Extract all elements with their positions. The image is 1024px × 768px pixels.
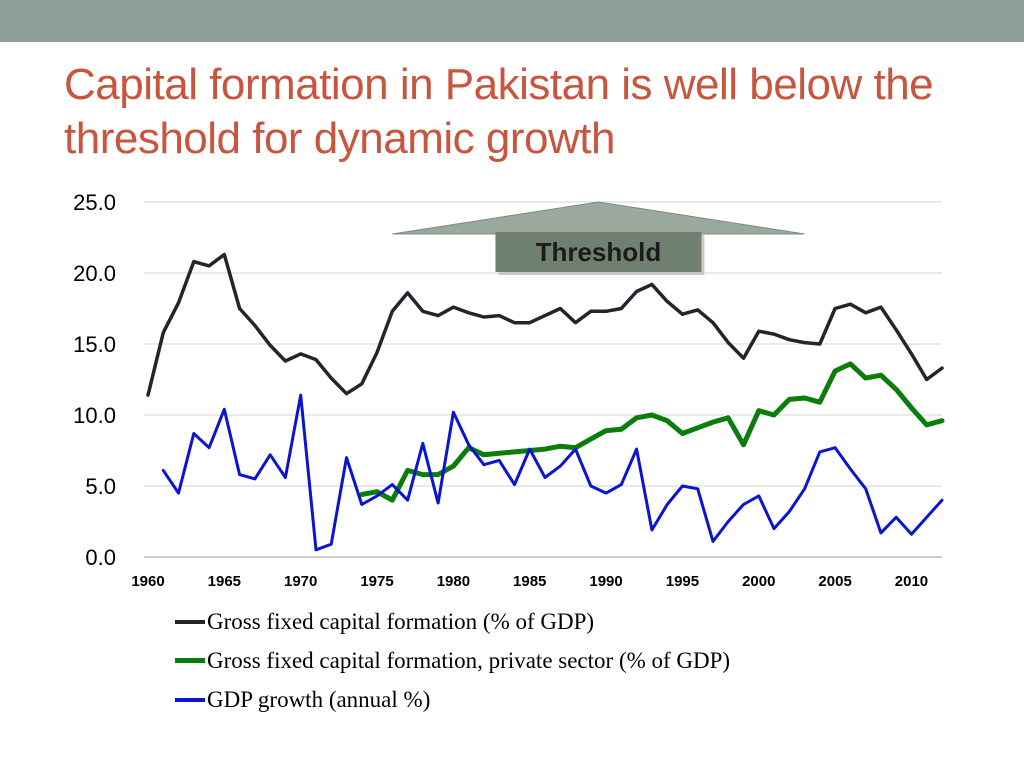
x-tick-label: 2000 xyxy=(742,573,775,590)
x-tick-label: 2005 xyxy=(818,573,851,590)
legend-swatch-gross-fixed-capital xyxy=(175,619,205,624)
x-tick-label: 1990 xyxy=(589,573,622,590)
threshold-arrow-head xyxy=(392,201,805,235)
y-axis-tick-labels: 25.0 20.0 15.0 10.0 5.0 0.0 xyxy=(73,190,116,570)
y-tick-label: 10.0 xyxy=(73,403,116,428)
gridlines xyxy=(144,201,942,558)
y-tick-label: 20.0 xyxy=(73,261,116,286)
line-chart: Threshold 25.020.015.010.05.00.0 1960 196… xyxy=(73,190,945,590)
legend-item-gross-fixed-capital: Gross fixed capital formation (% of GDP) xyxy=(175,602,730,641)
top-accent-bar xyxy=(0,0,1024,42)
series-line-gross-fixed-capital xyxy=(146,252,944,397)
legend-label-private-sector: Gross fixed capital formation, private s… xyxy=(207,647,731,673)
y-tick-label: 25.0 xyxy=(73,190,116,215)
x-axis-tick-labels: 1960 1965 1970 1975 1980 1985 1990 1995 2000 2005… xyxy=(131,573,928,590)
threshold-annotation: Threshold xyxy=(392,201,805,275)
legend-label-gdp-growth: GDP growth (annual %) xyxy=(207,686,431,712)
legend-swatch-gdp-growth xyxy=(175,697,205,702)
y-tick-label: 5.0 xyxy=(85,474,116,499)
legend-label-gross-fixed-capital: Gross fixed capital formation (% of GDP) xyxy=(207,608,595,634)
legend-item-gdp-growth: GDP growth (annual %) xyxy=(175,680,730,719)
x-tick-label: 1985 xyxy=(513,573,546,590)
legend-swatch-private-sector xyxy=(175,658,205,663)
x-tick-label: 1975 xyxy=(360,573,393,590)
legend: Gross fixed capital formation (% of GDP)… xyxy=(175,602,730,719)
x-tick-label: 1960 xyxy=(131,573,164,590)
y-tick-label: 0.0 xyxy=(85,545,116,570)
threshold-box xyxy=(495,232,702,272)
x-tick-label: 1965 xyxy=(208,573,241,590)
series-lines xyxy=(146,252,945,552)
slide-title: Capital formation in Pakistan is well be… xyxy=(64,60,934,163)
x-tick-label: 1995 xyxy=(666,573,699,590)
threshold-label: Threshold xyxy=(536,237,662,267)
y-tick-label: 15.0 xyxy=(73,332,116,357)
legend-item-private-sector: Gross fixed capital formation, private s… xyxy=(175,641,730,680)
x-tick-label: 1980 xyxy=(437,573,470,590)
series-line-private-sector xyxy=(359,361,945,503)
x-tick-label: 1970 xyxy=(284,573,317,590)
series-line-gdp-growth xyxy=(161,393,944,552)
x-tick-label: 2010 xyxy=(895,573,928,590)
